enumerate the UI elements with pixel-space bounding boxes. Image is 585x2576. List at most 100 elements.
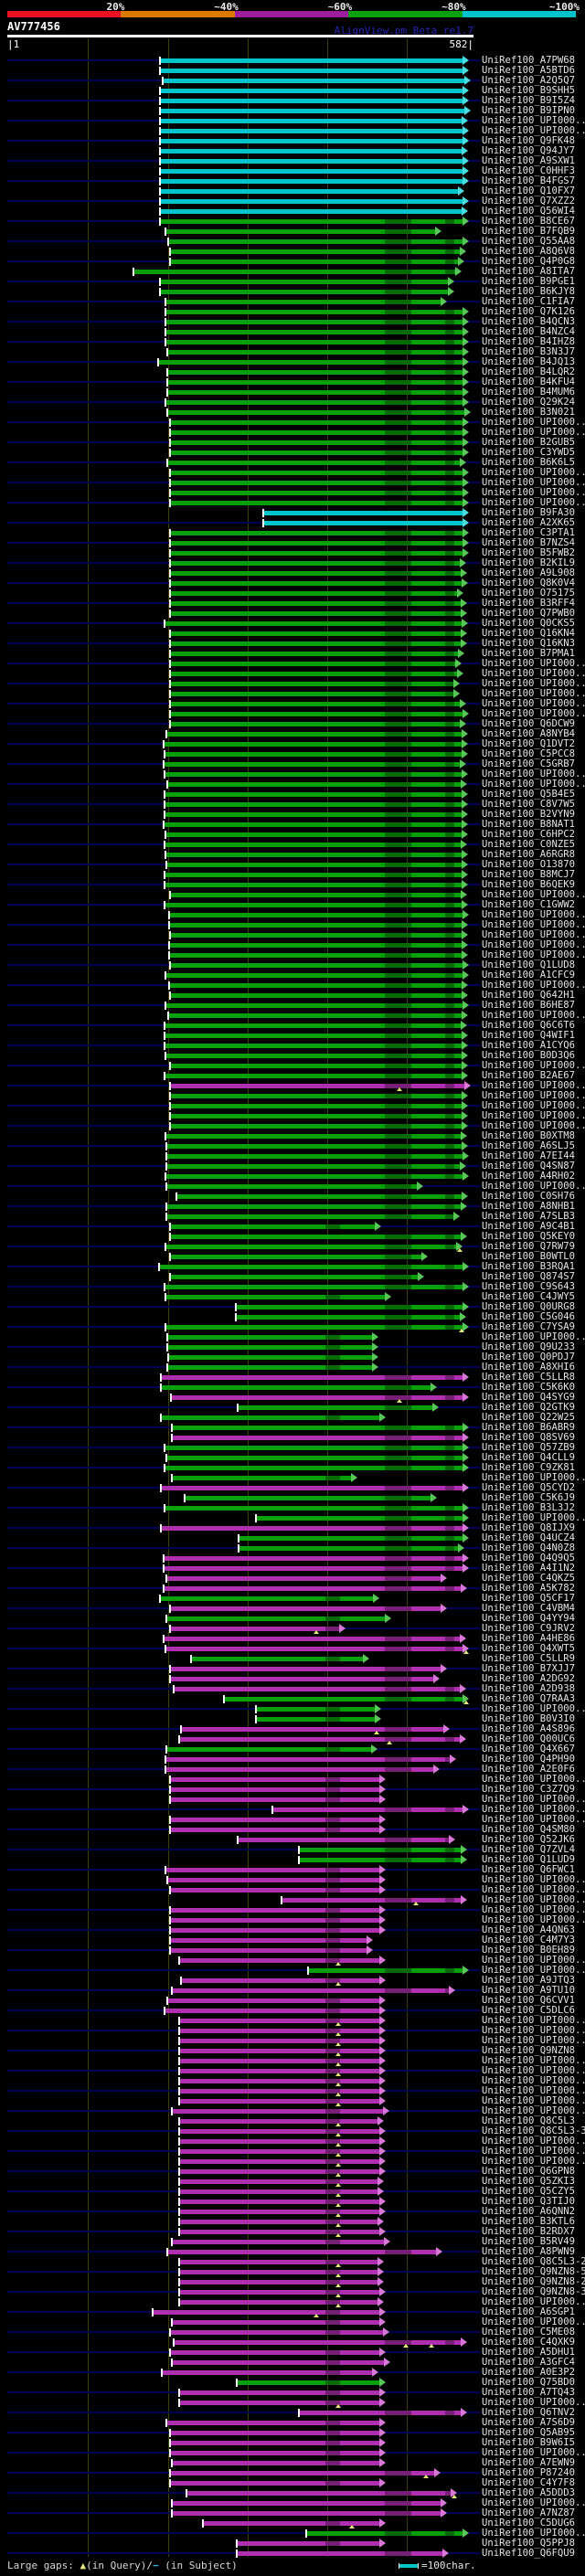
alignment-row[interactable]: UniRef100_UPI000.. <box>0 1111 585 1121</box>
subject-label[interactable]: UniRef100_UPI000.. <box>482 698 585 709</box>
alignment-row[interactable]: UniRef100_B3N021 <box>0 408 585 418</box>
alignment-row[interactable]: UniRef100_UPI000.. <box>0 2056 585 2066</box>
subject-label[interactable]: UniRef100_UPI000.. <box>482 1472 585 1483</box>
alignment-row[interactable]: UniRef100_C4JWY5 <box>0 1292 585 1302</box>
subject-label[interactable]: UniRef100_C5K6K0 <box>482 1382 576 1393</box>
subject-label[interactable]: UniRef100_Q7RAA3 <box>482 1693 576 1704</box>
alignment-row[interactable]: UniRef100_Q4X667 <box>0 1744 585 1754</box>
subject-label[interactable]: UniRef100_B6ABR9 <box>482 1422 576 1433</box>
alignment-row[interactable]: UniRef100_UPI000.. <box>0 659 585 669</box>
alignment-row[interactable]: UniRef100_Q5CYD2 <box>0 1483 585 1493</box>
alignment-row[interactable]: UniRef100_UPI000.. <box>0 1101 585 1111</box>
alignment-row[interactable]: UniRef100_Q57ZB9 <box>0 1443 585 1453</box>
alignment-row[interactable]: UniRef100_Q8IJX9 <box>0 1523 585 1533</box>
alignment-row[interactable]: UniRef100_UPI000.. <box>0 689 585 699</box>
subject-label[interactable]: UniRef100_A3GFC4 <box>482 2357 576 2368</box>
subject-label[interactable]: UniRef100_Q5KEY0 <box>482 1231 576 1242</box>
subject-label[interactable]: UniRef100_UPI000.. <box>482 678 585 689</box>
subject-label[interactable]: UniRef100_C4M7Y3 <box>482 1935 576 1945</box>
alignment-row[interactable]: UniRef100_Q4XWT5 <box>0 1644 585 1654</box>
subject-label[interactable]: UniRef100_A6QNN2 <box>482 2206 576 2217</box>
alignment-row[interactable]: UniRef100_A8NYB4 <box>0 729 585 739</box>
subject-label[interactable]: UniRef100_C5DLC6 <box>482 2005 576 2016</box>
alignment-row[interactable]: UniRef100_UPI000.. <box>0 418 585 428</box>
subject-label[interactable]: UniRef100_Q29K24 <box>482 397 576 408</box>
subject-label[interactable]: UniRef100_Q5CZY5 <box>482 2186 576 2197</box>
subject-label[interactable]: UniRef100_C4QKZ5 <box>482 1573 576 1584</box>
alignment-row[interactable]: UniRef100_UPI000.. <box>0 2147 585 2157</box>
subject-label[interactable]: UniRef100_B3L3J2 <box>482 1502 576 1513</box>
subject-label[interactable]: UniRef100_UPI000.. <box>482 1955 585 1966</box>
alignment-row[interactable]: UniRef100_UPI000.. <box>0 2066 585 2076</box>
alignment-row[interactable]: UniRef100_B6QEK9 <box>0 880 585 890</box>
subject-label[interactable]: UniRef100_UPI000.. <box>482 1794 585 1805</box>
subject-label[interactable]: UniRef100_Q5B4E5 <box>482 789 576 800</box>
subject-label[interactable]: UniRef100_UPI000.. <box>482 1512 585 1523</box>
alignment-row[interactable]: UniRef100_UPI000.. <box>0 1805 585 1815</box>
alignment-row[interactable]: UniRef100_B3RFF4 <box>0 599 585 609</box>
subject-label[interactable]: UniRef100_C0HHF3 <box>482 165 576 176</box>
subject-label[interactable]: UniRef100_B3RFF4 <box>482 598 576 609</box>
alignment-row[interactable]: UniRef100_UPI000.. <box>0 950 585 960</box>
alignment-row[interactable]: UniRef100_B6KJY8 <box>0 287 585 297</box>
subject-label[interactable]: UniRef100_A7EI44 <box>482 1150 576 1161</box>
subject-label[interactable]: UniRef100_UPI000.. <box>482 2136 585 2147</box>
subject-label[interactable]: UniRef100_P87240 <box>482 2467 576 2478</box>
subject-label[interactable]: UniRef100_Q874S7 <box>482 1271 576 1282</box>
alignment-row[interactable]: UniRef100_C5K6K0 <box>0 1383 585 1393</box>
subject-label[interactable]: UniRef100_UPI000.. <box>482 1804 585 1815</box>
subject-label[interactable]: UniRef100_UPI000.. <box>482 1894 585 1905</box>
alignment-row[interactable]: UniRef100_A5K782 <box>0 1584 585 1594</box>
alignment-row[interactable]: UniRef100_B6ABR9 <box>0 1423 585 1433</box>
subject-label[interactable]: UniRef100_C3PTA1 <box>482 527 576 538</box>
subject-label[interactable]: UniRef100_UPI000.. <box>482 2156 585 2167</box>
alignment-row[interactable]: UniRef100_UPI000.. <box>0 1121 585 1131</box>
alignment-row[interactable]: UniRef100_Q56WI4 <box>0 207 585 217</box>
alignment-row[interactable]: UniRef100_UPI000.. <box>0 1915 585 1925</box>
subject-label[interactable]: UniRef100_UPI000.. <box>482 1703 585 1714</box>
subject-label[interactable]: UniRef100_C5LLR9 <box>482 1653 576 1664</box>
subject-label[interactable]: UniRef100_C5ME08 <box>482 2327 576 2337</box>
subject-label[interactable]: UniRef100_UPI000.. <box>482 497 585 508</box>
alignment-row[interactable]: UniRef100_Q6C6T6 <box>0 1021 585 1031</box>
subject-label[interactable]: UniRef100_A2D938 <box>482 1683 576 1694</box>
subject-label[interactable]: UniRef100_Q16KN3 <box>482 638 576 649</box>
alignment-row[interactable]: UniRef100_Q1LUD8 <box>0 960 585 970</box>
alignment-row[interactable]: UniRef100_UPI000.. <box>0 1895 585 1905</box>
alignment-row[interactable]: UniRef100_B2VYN9 <box>0 810 585 820</box>
subject-label[interactable]: UniRef100_UPI000.. <box>482 980 585 991</box>
subject-label[interactable]: UniRef100_Q22W25 <box>482 1412 576 1423</box>
alignment-row[interactable]: UniRef100_Q75BD0 <box>0 2378 585 2388</box>
alignment-row[interactable]: UniRef100_C3Z7Q9 <box>0 1785 585 1795</box>
alignment-row[interactable]: UniRef100_C4Y7F8 <box>0 2478 585 2488</box>
alignment-row[interactable]: UniRef100_B2GUB5 <box>0 438 585 448</box>
alignment-row[interactable]: UniRef100_UPI000.. <box>0 2086 585 2096</box>
alignment-row[interactable]: UniRef100_C0NZE5 <box>0 840 585 850</box>
subject-label[interactable]: UniRef100_UPI000.. <box>482 1914 585 1925</box>
subject-label[interactable]: UniRef100_Q8SV69 <box>482 1432 576 1443</box>
alignment-row[interactable]: UniRef100_B4LQR2 <box>0 367 585 377</box>
subject-label[interactable]: UniRef100_Q6FQU9 <box>482 2548 576 2559</box>
alignment-row[interactable]: UniRef100_UPI000.. <box>0 498 585 508</box>
alignment-row[interactable]: UniRef100_A6QNN2 <box>0 2207 585 2217</box>
alignment-row[interactable]: UniRef100_C5K6J9 <box>0 1493 585 1503</box>
alignment-row[interactable]: UniRef100_Q4SYG9 <box>0 1393 585 1403</box>
alignment-row[interactable]: UniRef100_UPI000.. <box>0 940 585 950</box>
subject-label[interactable]: UniRef100_A2Q5Q7 <box>482 75 576 86</box>
subject-label[interactable]: UniRef100_C5LLR8 <box>482 1372 576 1383</box>
subject-label[interactable]: UniRef100_A5BTD6 <box>482 65 576 76</box>
alignment-row[interactable]: UniRef100_C9JRV2 <box>0 1624 585 1634</box>
alignment-row[interactable]: UniRef100_B9W6I5 <box>0 2438 585 2448</box>
alignment-row[interactable]: UniRef100_Q8C5L3-3 <box>0 2126 585 2136</box>
subject-label[interactable]: UniRef100_B9SHH5 <box>482 85 576 96</box>
alignment-row[interactable]: UniRef100_Q7RW79 <box>0 1242 585 1252</box>
alignment-row[interactable]: UniRef100_Q29K24 <box>0 398 585 408</box>
alignment-row[interactable]: UniRef100_UPI000.. <box>0 920 585 930</box>
alignment-row[interactable]: UniRef100_Q5CZY5 <box>0 2187 585 2197</box>
subject-label[interactable]: UniRef100_UPI000.. <box>482 2065 585 2076</box>
alignment-row[interactable]: UniRef100_B5RV49 <box>0 2237 585 2247</box>
subject-label[interactable]: UniRef100_UPI000.. <box>482 909 585 920</box>
alignment-row[interactable]: UniRef100_A9C4B1 <box>0 1222 585 1232</box>
alignment-row[interactable]: UniRef100_B8CE67 <box>0 217 585 227</box>
subject-label[interactable]: UniRef100_A8ITA7 <box>482 266 576 277</box>
